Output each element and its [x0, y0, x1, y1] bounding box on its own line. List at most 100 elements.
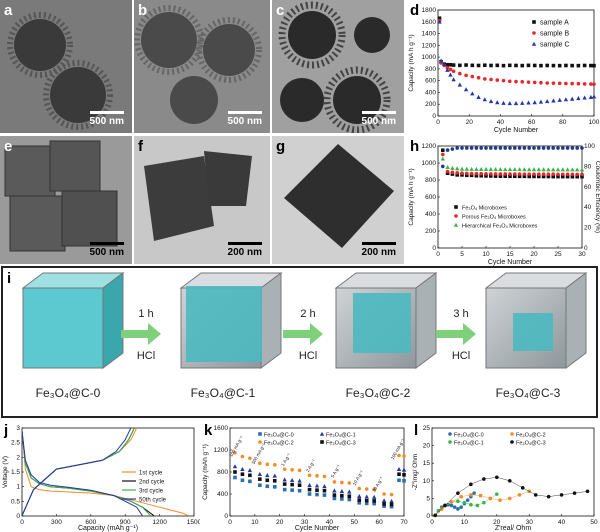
plot-frame	[437, 145, 583, 249]
data-point	[456, 499, 460, 504]
x-tick-label: 40	[326, 519, 334, 526]
legend-label: sample A	[540, 20, 569, 27]
data-point	[357, 501, 362, 505]
arrow-icon	[283, 323, 323, 345]
data-point	[402, 472, 406, 477]
rate-annotation: 100 mA g⁻¹	[228, 435, 244, 458]
data-point	[507, 167, 513, 172]
data-point	[522, 172, 527, 176]
data-point	[460, 171, 464, 175]
data-point	[347, 481, 352, 485]
y-tick-label: 25	[423, 425, 431, 432]
y2-axis-label: Coulombic Efficiency (%)	[594, 161, 600, 233]
data-point	[464, 166, 469, 171]
data-point	[493, 166, 498, 172]
x-tick-label: 15	[506, 251, 514, 258]
data-point	[493, 146, 498, 150]
y-tick-label: 1	[16, 484, 20, 491]
data-point	[272, 463, 277, 467]
series-fe₃o₄@c-2	[233, 450, 406, 497]
data-point	[382, 502, 386, 506]
x-tick-label: 20	[493, 519, 501, 526]
data-point	[455, 146, 459, 150]
data-point	[297, 468, 302, 473]
x-tick-label: 100	[589, 119, 600, 126]
data-point	[397, 478, 401, 483]
data-point	[445, 67, 450, 72]
data-point	[372, 499, 376, 503]
data-point	[315, 488, 319, 492]
series-line	[21, 430, 151, 517]
data-point	[582, 63, 587, 68]
data-point	[560, 167, 565, 172]
data-point	[240, 454, 245, 459]
data-point	[479, 171, 483, 176]
y-tick-label: 1000	[422, 160, 437, 167]
x-tick-label: 10	[482, 251, 490, 258]
series-line	[21, 427, 135, 516]
data-point	[551, 174, 555, 179]
data-point	[470, 74, 475, 79]
data-point	[501, 63, 506, 68]
series-sample-c	[437, 19, 597, 106]
data-point	[402, 479, 406, 483]
y-tick-label: 1800	[422, 7, 437, 14]
y-tick-label: 200	[425, 228, 436, 235]
step-reagent-1: HCl	[136, 350, 156, 362]
data-point	[526, 80, 531, 84]
data-point	[526, 63, 531, 68]
caption-c3: Fe₃O₄@C-3	[495, 386, 561, 400]
data-point	[371, 494, 377, 499]
chart-l-svg: 0 10 20 30 40 50 0 5 10 15 20 25 Z′real/ Ohm -Z″img/ …	[412, 425, 598, 532]
data-point	[570, 174, 575, 179]
data-point	[517, 167, 522, 172]
y-tick-label: 800	[217, 469, 228, 476]
data-point	[484, 174, 488, 178]
data-point	[469, 166, 474, 171]
data-point	[520, 486, 525, 490]
series-fe₃o₄@c-3	[233, 470, 406, 507]
y-tick-label: 800	[425, 66, 436, 73]
data-point	[537, 172, 541, 177]
series-charge-2nd	[21, 427, 135, 516]
data-point	[464, 63, 468, 67]
rate-annotation: 1 A g⁻¹	[280, 452, 292, 467]
data-point	[488, 166, 493, 172]
data-point	[465, 171, 469, 176]
data-point	[357, 493, 362, 498]
x-tick-label: 10	[251, 519, 259, 526]
data-point	[401, 467, 407, 472]
series-fe₃o₄@c-3	[433, 475, 590, 518]
data-point	[517, 493, 522, 497]
scale-bar: 500 nm	[90, 111, 124, 127]
data-point	[522, 174, 527, 179]
data-point	[258, 440, 262, 444]
data-point	[258, 432, 262, 436]
data-point	[559, 493, 564, 497]
data-point	[572, 491, 577, 495]
data-point	[536, 167, 541, 172]
data-point	[340, 480, 344, 485]
y-tick-label: 1600	[214, 425, 229, 432]
data-point	[489, 77, 493, 82]
data-point	[265, 484, 270, 489]
data-point	[489, 63, 493, 68]
data-point	[503, 167, 508, 172]
data-point	[514, 63, 518, 68]
data-point	[532, 80, 537, 85]
y-tick-label: 400	[425, 211, 436, 218]
legend-label: sample C	[540, 42, 570, 49]
data-point	[527, 172, 531, 176]
data-point	[503, 146, 507, 150]
data-point	[364, 501, 369, 506]
data-point	[454, 205, 458, 209]
y-tick-label: 1200	[422, 143, 437, 150]
data-point	[580, 172, 584, 177]
data-point	[532, 146, 536, 150]
legend-label: 1st cycle	[139, 471, 163, 477]
data-point	[470, 63, 475, 68]
panel-label: h	[410, 138, 420, 155]
data-point	[382, 504, 386, 508]
data-point	[443, 503, 447, 508]
tem-sea-urchin-image	[0, 0, 132, 133]
